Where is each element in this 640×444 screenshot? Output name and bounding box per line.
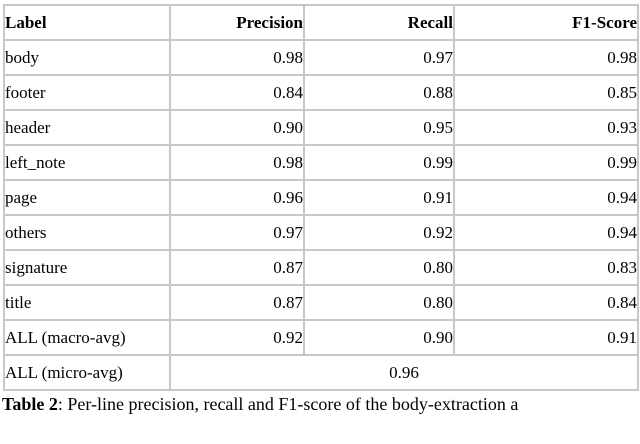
recall-value: 0.92 xyxy=(303,214,455,251)
recall-value: 0.97 xyxy=(303,39,455,76)
table-row-all-macro-avg: ALL (macro-avg) 0.92 0.90 0.91 xyxy=(3,319,639,356)
precision-value: 0.87 xyxy=(169,284,305,321)
recall-value: 0.90 xyxy=(303,319,455,356)
precision-value: 0.96 xyxy=(169,179,305,216)
recall-value: 0.88 xyxy=(303,74,455,111)
column-header-precision: Precision xyxy=(169,4,305,41)
f1-value: 0.94 xyxy=(453,214,639,251)
recall-value: 0.95 xyxy=(303,109,455,146)
row-label: others xyxy=(3,214,171,251)
caption-text: : Per-line precision, recall and F1-scor… xyxy=(57,394,519,414)
precision-value: 0.84 xyxy=(169,74,305,111)
recall-value: 0.91 xyxy=(303,179,455,216)
table-row-all-micro-avg: ALL (micro-avg) 0.96 xyxy=(3,354,639,391)
f1-value: 0.85 xyxy=(453,74,639,111)
table-row-body: body 0.98 0.97 0.98 xyxy=(3,39,639,76)
precision-value: 0.90 xyxy=(169,109,305,146)
recall-value: 0.80 xyxy=(303,284,455,321)
precision-value: 0.92 xyxy=(169,319,305,356)
f1-value: 0.84 xyxy=(453,284,639,321)
f1-value: 0.83 xyxy=(453,249,639,286)
row-label: ALL (micro-avg) xyxy=(3,354,171,391)
table-caption: Table 2: Per-line precision, recall and … xyxy=(2,394,640,415)
column-header-f1-score: F1-Score xyxy=(453,4,639,41)
table-row-left-note: left_note 0.98 0.99 0.99 xyxy=(3,144,639,181)
recall-value: 0.80 xyxy=(303,249,455,286)
precision-value: 0.98 xyxy=(169,39,305,76)
table-row-signature: signature 0.87 0.80 0.83 xyxy=(3,249,639,286)
row-label: page xyxy=(3,179,171,216)
row-label: signature xyxy=(3,249,171,286)
f1-value: 0.99 xyxy=(453,144,639,181)
paper-page: Label Precision Recall F1-Score body 0.9… xyxy=(0,4,640,444)
column-header-recall: Recall xyxy=(303,4,455,41)
precision-value: 0.97 xyxy=(169,214,305,251)
table-row-footer: footer 0.84 0.88 0.85 xyxy=(3,74,639,111)
f1-value: 0.91 xyxy=(453,319,639,356)
table-row-header: header 0.90 0.95 0.93 xyxy=(3,109,639,146)
caption-label: Table 2 xyxy=(2,394,58,414)
f1-value: 0.98 xyxy=(453,39,639,76)
f1-value: 0.94 xyxy=(453,179,639,216)
row-label: body xyxy=(3,39,171,76)
precision-value: 0.98 xyxy=(169,144,305,181)
table-header-row: Label Precision Recall F1-Score xyxy=(3,4,639,41)
row-label: header xyxy=(3,109,171,146)
micro-avg-merged-value: 0.96 xyxy=(169,354,639,391)
table-row-title: title 0.87 0.80 0.84 xyxy=(3,284,639,321)
precision-value: 0.87 xyxy=(169,249,305,286)
row-label: title xyxy=(3,284,171,321)
row-label: ALL (macro-avg) xyxy=(3,319,171,356)
f1-value: 0.93 xyxy=(453,109,639,146)
row-label: footer xyxy=(3,74,171,111)
column-header-label: Label xyxy=(3,4,171,41)
table-row-page: page 0.96 0.91 0.94 xyxy=(3,179,639,216)
metrics-table: Label Precision Recall F1-Score body 0.9… xyxy=(3,4,639,391)
row-label: left_note xyxy=(3,144,171,181)
recall-value: 0.99 xyxy=(303,144,455,181)
table-row-others: others 0.97 0.92 0.94 xyxy=(3,214,639,251)
